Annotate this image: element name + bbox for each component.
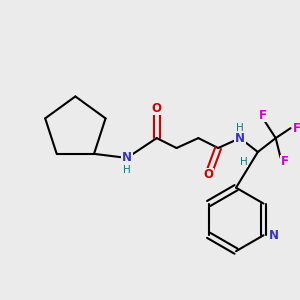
Text: N: N [122, 152, 132, 164]
Text: F: F [280, 155, 289, 168]
Text: H: H [240, 157, 248, 167]
Text: F: F [259, 109, 267, 122]
Text: F: F [292, 122, 300, 135]
Text: N: N [268, 229, 278, 242]
Text: N: N [235, 132, 245, 145]
Text: O: O [152, 102, 162, 115]
Text: O: O [203, 168, 213, 181]
Text: H: H [236, 123, 244, 133]
Text: H: H [123, 165, 131, 175]
